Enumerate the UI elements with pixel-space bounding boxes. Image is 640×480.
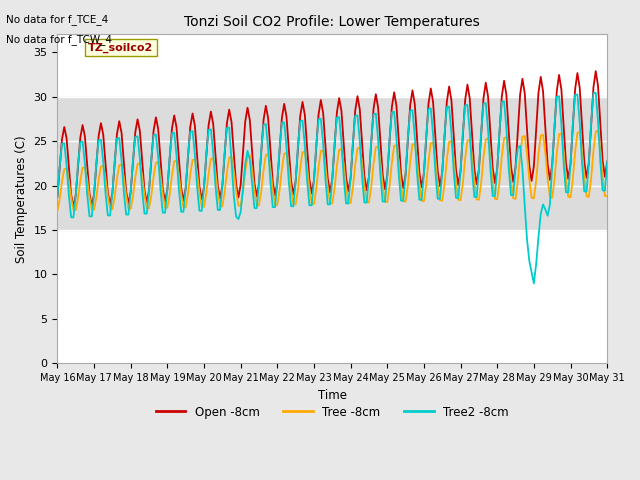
Text: TZ_soilco2: TZ_soilco2 [88,43,153,53]
X-axis label: Time: Time [318,389,347,402]
Bar [58,96,607,230]
Title: Tonzi Soil CO2 Profile: Lower Temperatures: Tonzi Soil CO2 Profile: Lower Temperatur… [184,15,480,29]
Y-axis label: Soil Temperatures (C): Soil Temperatures (C) [15,135,28,263]
Text: No data for f_TCE_4: No data for f_TCE_4 [6,14,109,25]
Legend: Open -8cm, Tree -8cm, Tree2 -8cm: Open -8cm, Tree -8cm, Tree2 -8cm [151,401,513,423]
Text: No data for f_TCW_4: No data for f_TCW_4 [6,34,113,45]
